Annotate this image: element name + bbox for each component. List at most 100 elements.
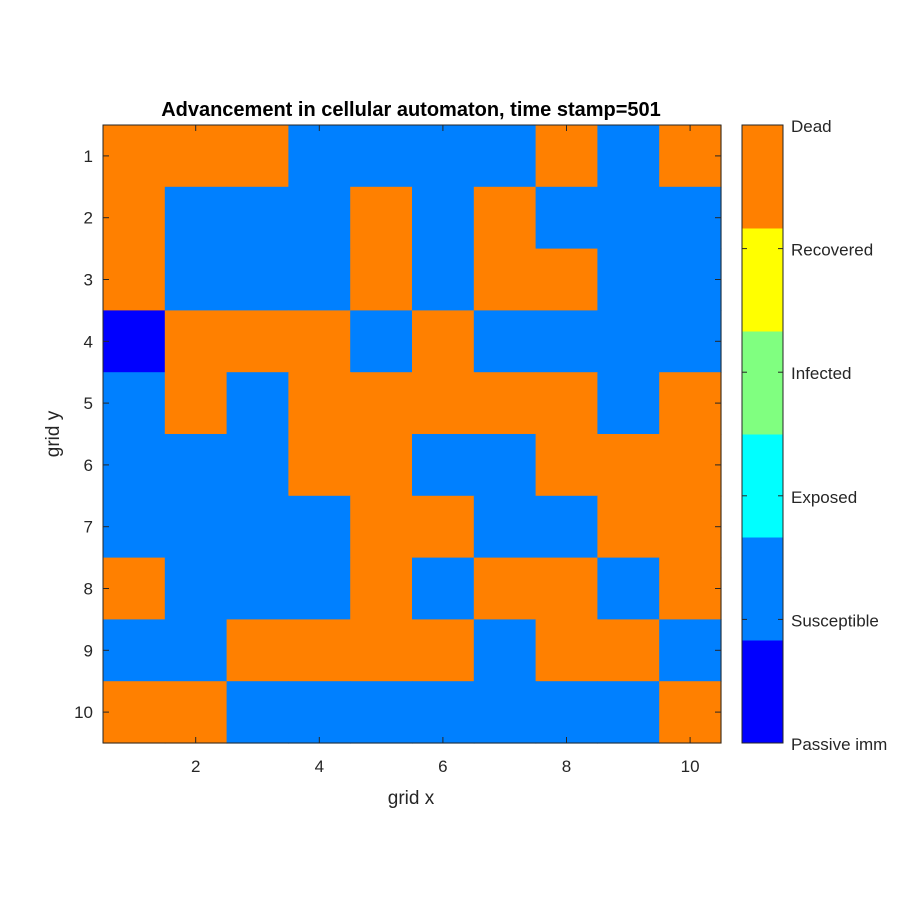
heatmap-cell bbox=[350, 248, 413, 311]
heatmap-cell bbox=[350, 681, 413, 744]
colorbar-segment bbox=[742, 640, 783, 744]
colorbar-segment bbox=[742, 125, 783, 229]
heatmap-cell bbox=[350, 495, 413, 559]
heatmap-cell bbox=[412, 186, 475, 250]
heatmap-cell bbox=[164, 619, 228, 682]
heatmap-cell bbox=[164, 248, 228, 311]
heatmap-cell bbox=[164, 557, 228, 620]
heatmap-cell bbox=[597, 557, 660, 620]
colorbar-segment bbox=[742, 228, 783, 332]
heatmap-cell bbox=[597, 495, 660, 559]
heatmap-cell bbox=[103, 186, 166, 250]
heatmap-cell bbox=[164, 310, 228, 373]
heatmap-cell bbox=[597, 372, 660, 435]
heatmap-cell bbox=[659, 186, 722, 250]
heatmap-cell bbox=[226, 310, 289, 373]
heatmap-cell bbox=[473, 186, 537, 250]
heatmap-cell bbox=[412, 557, 475, 620]
heatmap-cell bbox=[288, 372, 351, 435]
heatmap-cell bbox=[597, 125, 660, 188]
y-tick-label: 6 bbox=[84, 456, 93, 475]
heatmap-cell bbox=[473, 557, 537, 620]
heatmap-cell bbox=[226, 681, 289, 744]
heatmap-cell bbox=[412, 495, 475, 559]
heatmap-cell bbox=[288, 557, 351, 620]
colorbar-label: Susceptible bbox=[791, 611, 879, 630]
x-tick-label: 10 bbox=[681, 757, 700, 776]
plot-frame bbox=[102, 124, 722, 744]
heatmap-cell bbox=[103, 681, 166, 744]
heatmap-cell bbox=[288, 619, 351, 682]
colorbar: Passive imm Susceptible Exposed Infected Rec… bbox=[741, 117, 887, 754]
heatmap-cell bbox=[473, 619, 537, 682]
heatmap-cell bbox=[473, 125, 537, 188]
y-tick-label: 2 bbox=[84, 209, 93, 228]
heatmap-cell bbox=[226, 125, 289, 188]
heatmap-cell bbox=[473, 681, 537, 744]
heatmap-cell bbox=[350, 434, 413, 497]
heatmap-cell bbox=[350, 557, 413, 620]
heatmap-cell bbox=[535, 434, 598, 497]
heatmap-cell bbox=[350, 372, 413, 435]
heatmap-cell bbox=[535, 372, 598, 435]
heatmap-cell bbox=[288, 125, 351, 188]
heatmap-cell bbox=[412, 310, 475, 373]
heatmap-cell bbox=[103, 434, 166, 497]
heatmap-cell bbox=[659, 248, 722, 311]
colorbar-segment bbox=[742, 331, 783, 435]
heatmap-cell bbox=[412, 125, 475, 188]
heatmap-cell bbox=[659, 495, 722, 559]
heatmap-cell bbox=[659, 434, 722, 497]
heatmap-cell bbox=[350, 619, 413, 682]
heatmap-cell bbox=[226, 557, 289, 620]
heatmap-cell bbox=[103, 495, 166, 559]
heatmap-cell bbox=[103, 125, 166, 188]
heatmap-cell bbox=[350, 310, 413, 373]
colorbar-segment bbox=[742, 537, 783, 641]
heatmap-cell bbox=[659, 557, 722, 620]
heatmap-cell bbox=[226, 186, 289, 250]
colorbar-label: Infected bbox=[791, 364, 852, 383]
heatmap-cell bbox=[226, 434, 289, 497]
heatmap-cell bbox=[412, 681, 475, 744]
heatmap-cell bbox=[288, 310, 351, 373]
heatmap-cell bbox=[659, 125, 722, 188]
heatmap-cell bbox=[597, 619, 660, 682]
heatmap-cell bbox=[473, 310, 537, 373]
heatmap-cell bbox=[412, 619, 475, 682]
heatmap-cell bbox=[288, 186, 351, 250]
heatmap-cell bbox=[535, 248, 598, 311]
y-tick-label: 4 bbox=[84, 332, 93, 351]
y-axis-ticks: 1 2 3 4 5 6 7 8 9 10 bbox=[74, 147, 721, 722]
heatmap-cell bbox=[350, 186, 413, 250]
y-tick-label: 5 bbox=[84, 394, 93, 413]
heatmap-cell bbox=[597, 248, 660, 311]
x-tick-label: 6 bbox=[438, 757, 447, 776]
heatmap-cell bbox=[164, 434, 228, 497]
heatmap-cell bbox=[350, 125, 413, 188]
heatmap-cell bbox=[535, 557, 598, 620]
heatmap-cell bbox=[412, 248, 475, 311]
x-tick-label: 2 bbox=[191, 757, 200, 776]
heatmap-cell bbox=[226, 372, 289, 435]
heatmap-cell bbox=[535, 310, 598, 373]
heatmap-cell bbox=[103, 372, 166, 435]
heatmap-cell bbox=[412, 434, 475, 497]
chart-title: Advancement in cellular automaton, time … bbox=[161, 99, 661, 121]
colorbar-segment bbox=[742, 434, 783, 538]
heatmap-cell bbox=[164, 372, 228, 435]
heatmap-cell bbox=[473, 248, 537, 311]
x-tick-label: 4 bbox=[315, 757, 324, 776]
heatmap-cell bbox=[288, 681, 351, 744]
heatmap-cell bbox=[103, 310, 166, 373]
heatmap-cell bbox=[597, 310, 660, 373]
y-tick-label: 8 bbox=[84, 580, 93, 599]
heatmap-cell bbox=[103, 248, 166, 311]
colorbar-label: Exposed bbox=[791, 488, 857, 507]
y-tick-label: 1 bbox=[84, 147, 93, 166]
heatmap-cell bbox=[597, 681, 660, 744]
heatmap-cell bbox=[535, 681, 598, 744]
y-tick-label: 10 bbox=[74, 703, 93, 722]
heatmap-cell bbox=[288, 434, 351, 497]
